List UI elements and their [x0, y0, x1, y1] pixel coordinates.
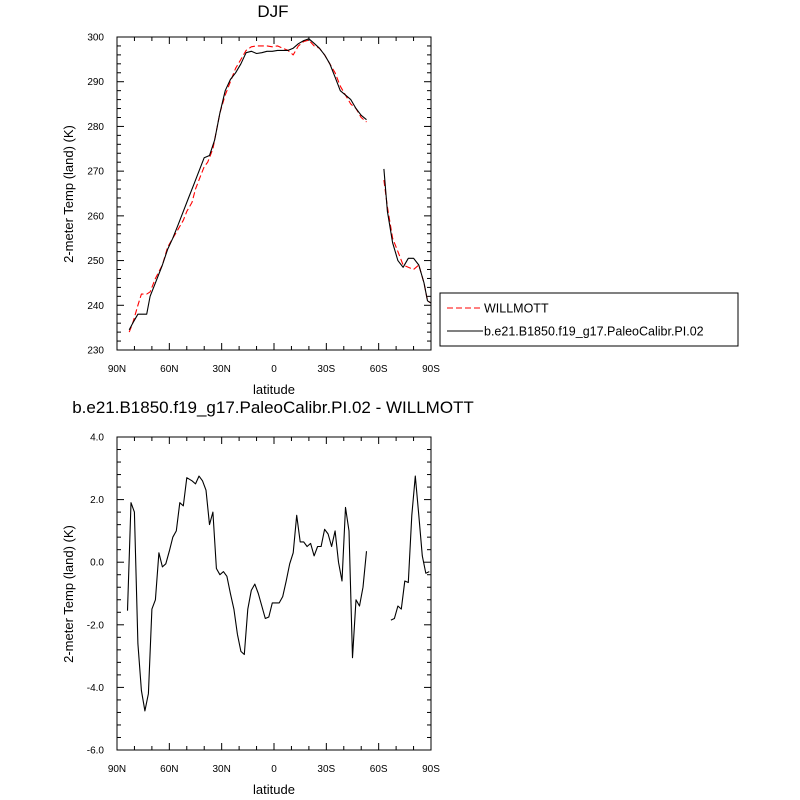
y-tick-label: 290 [87, 77, 104, 88]
legend-label-willmott: WILLMOTT [484, 302, 549, 316]
x-tick-label: 90S [422, 364, 440, 375]
y-tick-label: 280 [87, 122, 104, 133]
y-tick-label: 270 [87, 167, 104, 178]
y-axis-label: 2-meter Temp (land) (K) [61, 525, 76, 663]
x-tick-label: 60S [370, 364, 388, 375]
plot-frame [116, 436, 432, 751]
y-tick-label: 250 [87, 256, 104, 267]
y-tick-label: 0.0 [90, 558, 104, 569]
x-tick-label: 0 [271, 764, 277, 775]
y-tick-labels: -6.0 -4.0 -2.0 0.0 2.0 4.0 [87, 433, 105, 757]
x-tick-label: 60N [160, 364, 178, 375]
legend: WILLMOTT b.e21.B1850.f19_g17.PaleoCalibr… [439, 292, 739, 347]
x-tick-label: 0 [271, 364, 277, 375]
legend-box [439, 292, 739, 347]
x-tick-labels: 90N 60N 30N 0 30S 60S 90S [108, 364, 440, 375]
chart-title: b.e21.B1850.f19_g17.PaleoCalibr.PI.02 - … [72, 398, 474, 417]
y-tick-label: -4.0 [87, 683, 105, 694]
y-axis-label: 2-meter Temp (land) (K) [61, 125, 76, 263]
x-tick-label: 60N [160, 764, 178, 775]
axis-ticks [116, 436, 432, 751]
temperature-panel: DJF 230 240 250 260 270 280 290 300 90N 60N 30N 0 3… [61, 2, 739, 397]
x-tick-label: 90N [108, 364, 126, 375]
y-tick-label: -2.0 [87, 620, 105, 631]
y-tick-label: -6.0 [87, 746, 105, 757]
y-tick-label: 2.0 [90, 495, 104, 506]
y-tick-label: 4.0 [90, 433, 104, 444]
x-tick-label: 90S [422, 764, 440, 775]
axis-ticks [116, 36, 432, 351]
y-tick-label: 260 [87, 211, 104, 222]
series-lines [126, 475, 430, 712]
series-line-0 [126, 475, 368, 712]
y-tick-label: 240 [87, 301, 104, 312]
y-tick-label: 230 [87, 346, 104, 357]
series-line-1 [383, 168, 432, 304]
x-axis-label: latitude [253, 382, 295, 397]
x-tick-labels: 90N 60N 30N 0 30S 60S 90S [108, 764, 440, 775]
series-line-1 [128, 38, 367, 331]
plot-frame [116, 36, 432, 351]
x-tick-label: 30S [317, 364, 335, 375]
y-tick-labels: 230 240 250 260 270 280 290 300 [87, 33, 104, 357]
legend-label-model: b.e21.B1850.f19_g17.PaleoCalibr.PI.02 [484, 325, 704, 339]
x-tick-label: 90N [108, 764, 126, 775]
chart-title: DJF [257, 2, 288, 21]
x-tick-label: 30N [212, 364, 230, 375]
series-line-0 [390, 475, 430, 621]
x-axis-label: latitude [253, 782, 295, 797]
series-line-0 [128, 39, 367, 333]
x-tick-label: 30S [317, 764, 335, 775]
series-lines [128, 38, 432, 333]
difference-panel: b.e21.B1850.f19_g17.PaleoCalibr.PI.02 - … [61, 398, 474, 797]
x-tick-label: 60S [370, 764, 388, 775]
x-tick-label: 30N [212, 764, 230, 775]
y-tick-label: 300 [87, 33, 104, 44]
